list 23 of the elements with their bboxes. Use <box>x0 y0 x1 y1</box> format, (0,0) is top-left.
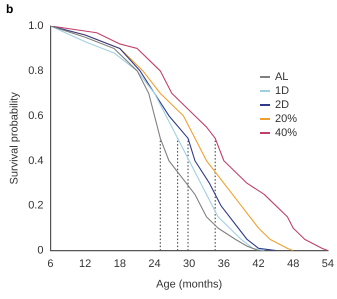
x-tick-label: 24 <box>148 258 161 270</box>
x-tick-label: 48 <box>287 258 300 270</box>
y-tick-label: 0.6 <box>28 110 44 122</box>
x-tick-label: 42 <box>252 258 265 270</box>
x-tick-label: 54 <box>322 258 334 270</box>
y-tick-label: 1.0 <box>28 20 44 32</box>
x-tick-label: 36 <box>218 258 230 270</box>
x-tick-label: 12 <box>79 258 92 270</box>
legend-label: 20% <box>274 113 297 125</box>
text: b <box>6 2 14 16</box>
y-tick-label: 0 <box>37 244 44 257</box>
y-tick-label: 0.2 <box>28 200 44 212</box>
x-tick-label: 30 <box>183 258 196 270</box>
legend-label: 40% <box>274 127 297 139</box>
x-tick-label: 18 <box>114 258 126 270</box>
y-tick-label: 0.4 <box>28 154 44 167</box>
x-axis-title: Age (months) <box>156 278 222 290</box>
legend-label: 1D <box>274 85 290 97</box>
legend-label: AL <box>274 71 288 83</box>
legend-label: 2D <box>274 99 290 111</box>
y-tick-label: 0.8 <box>28 64 44 77</box>
x-tick-label: 6 <box>47 258 54 270</box>
y-axis-title: Survival probability <box>8 92 21 184</box>
